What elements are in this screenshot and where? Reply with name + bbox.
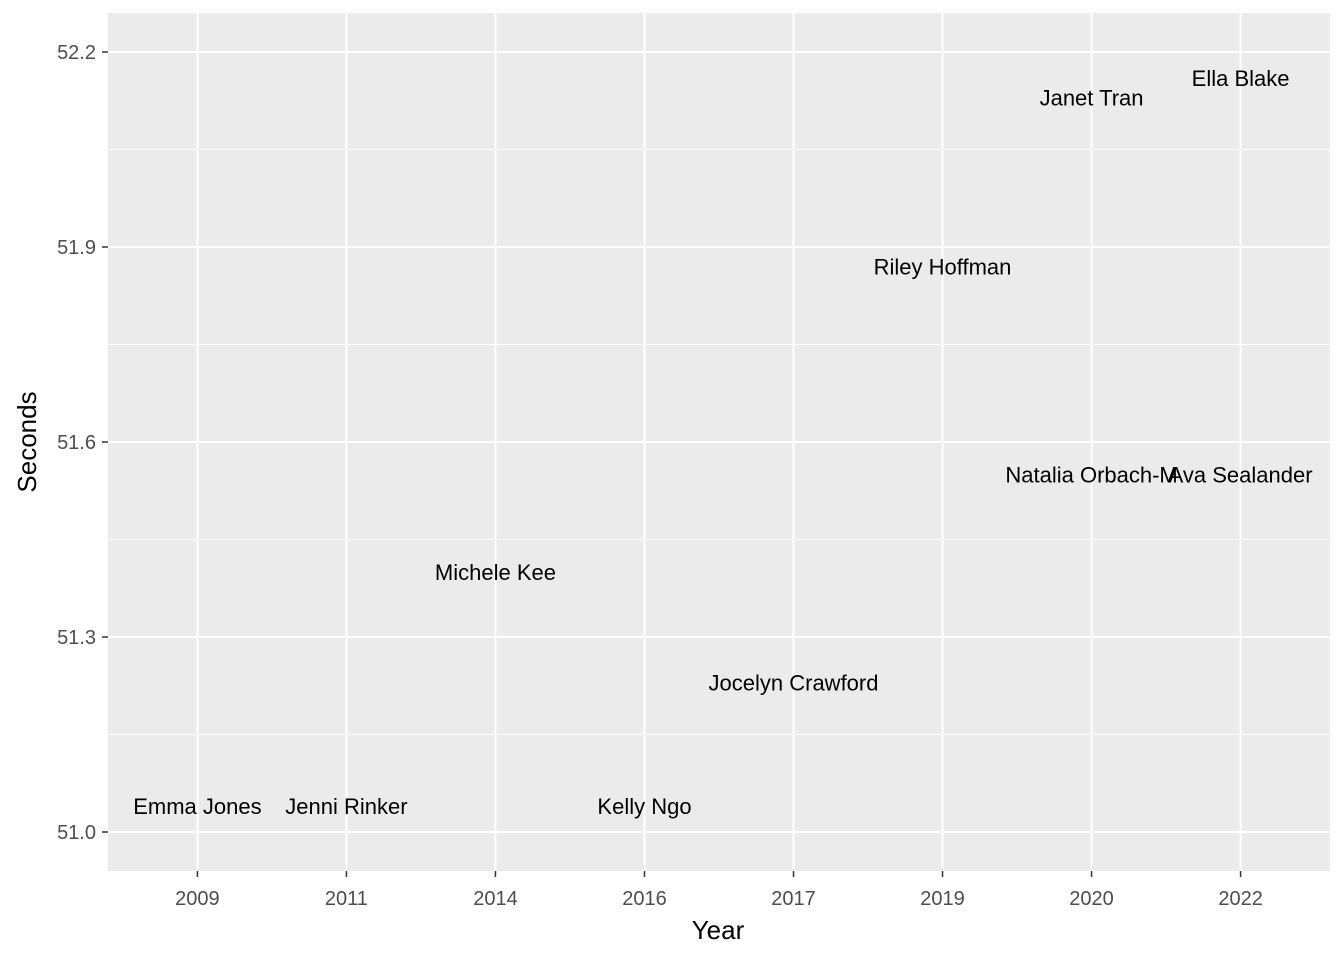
y-tick-label: 51.3 xyxy=(57,627,96,649)
point-label: Michele Kee xyxy=(435,560,556,585)
y-tick-label: 51.6 xyxy=(57,432,96,454)
y-tick-label: 51.0 xyxy=(57,822,96,844)
x-tick-label: 2014 xyxy=(473,888,518,910)
x-tick-label: 2016 xyxy=(622,888,667,910)
point-label: Jenni Rinker xyxy=(285,794,407,819)
x-tick-label: 2009 xyxy=(175,888,220,910)
point-label: Janet Tran xyxy=(1040,86,1144,111)
x-tick-label: 2017 xyxy=(771,888,816,910)
x-tick-label: 2019 xyxy=(920,888,965,910)
y-axis-title: Seconds xyxy=(12,391,42,492)
major-gridlines xyxy=(108,13,1330,871)
point-label: Kelly Ngo xyxy=(597,794,691,819)
point-label: Ava Sealander xyxy=(1169,463,1313,488)
point-label: Jocelyn Crawford xyxy=(709,671,879,696)
point-label: Riley Hoffman xyxy=(874,255,1012,280)
x-tick-label: 2020 xyxy=(1069,888,1114,910)
minor-gridlines xyxy=(108,149,1330,735)
y-axis-ticks: 51.0 51.3 51.6 51.9 52.2 xyxy=(57,42,108,844)
x-tick-label: 2022 xyxy=(1218,888,1263,910)
x-axis-ticks: 2009 2011 2014 2016 2017 2019 2020 2022 xyxy=(175,871,1263,910)
x-axis-title: Year xyxy=(692,915,745,945)
y-tick-label: 52.2 xyxy=(57,42,96,64)
point-labels: Emma Jones Jenni Rinker Michele Kee Kelly N… xyxy=(133,66,1312,819)
point-label: Ella Blake xyxy=(1192,66,1290,91)
x-tick-label: 2011 xyxy=(325,888,368,910)
point-label: Natalia Orbach-M xyxy=(1005,463,1177,488)
point-label: Emma Jones xyxy=(133,794,261,819)
y-tick-label: 51.9 xyxy=(57,237,96,259)
